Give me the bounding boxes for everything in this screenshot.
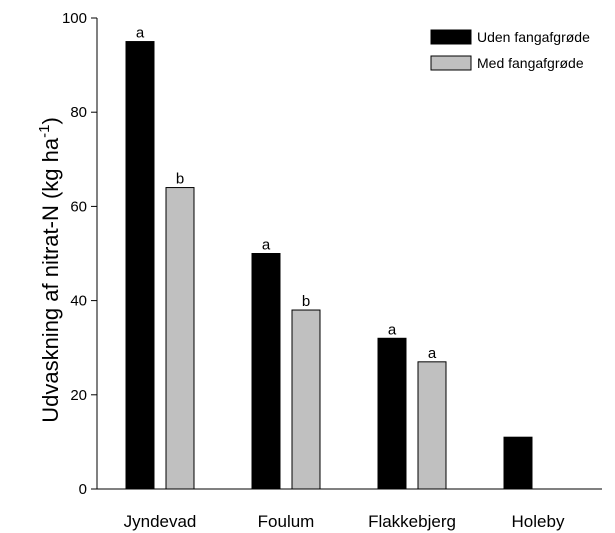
significance-label: b [176,171,184,188]
y-axis-label-text: Udvaskning af nitrat-N (kg ha [38,137,63,423]
bar-med-jyndevad [165,187,195,490]
bar-uden-foulum [251,253,281,490]
y-tick-label: 100 [62,10,87,27]
legend-label-uden: Uden fangafgrøde [477,29,590,45]
y-tick-label: 80 [70,104,87,121]
legend-swatch-med [430,55,472,71]
x-tick-label: Foulum [258,512,315,531]
bar-uden-flakkebjerg [377,337,407,490]
significance-label: b [302,293,310,310]
plot-area: 0 20 40 60 80 100 a b Jyndevad a b Foulum a a Flakkebj… [62,10,602,531]
significance-label: a [262,237,271,254]
y-tick-label: 60 [70,198,87,215]
y-axis-label: Udvaskning af nitrat-N (kg ha-1) [36,117,63,423]
x-tick-label: Jyndevad [124,512,197,531]
significance-label: a [136,25,145,42]
y-tick-label: 0 [79,481,87,498]
bar-med-flakkebjerg [417,361,447,490]
bar-med-foulum [291,309,321,490]
y-tick-label: 40 [70,293,87,310]
legend-label-med: Med fangafgrøde [477,55,584,71]
significance-label: a [428,345,437,362]
y-axis-label-superscript: -1 [36,125,53,138]
x-tick-label: Holeby [512,512,565,531]
y-tick-label: 20 [70,387,87,404]
bar-uden-holeby [503,436,533,490]
bar-uden-jyndevad [125,41,155,490]
y-axis-label-suffix: ) [38,117,63,124]
significance-label: a [388,321,397,338]
x-tick-label: Flakkebjerg [368,512,456,531]
legend-swatch-uden [430,29,472,45]
